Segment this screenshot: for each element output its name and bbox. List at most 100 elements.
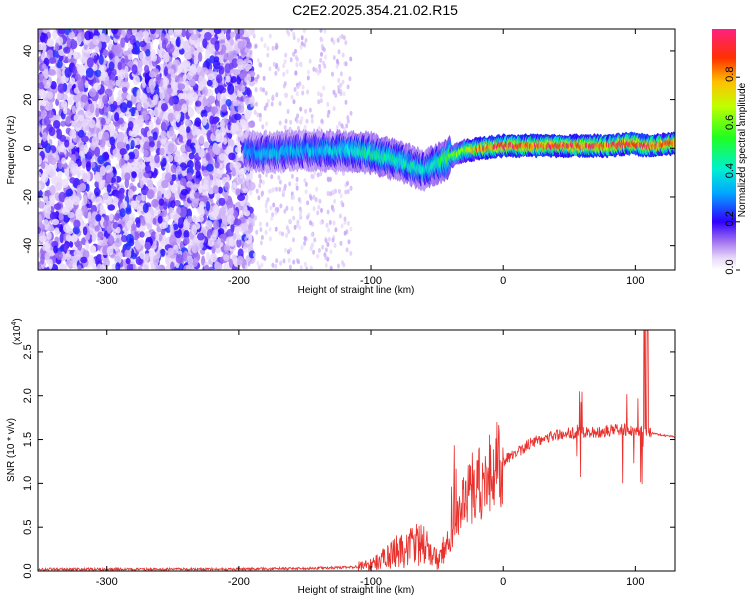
heatmap-cell: [123, 165, 132, 174]
heatmap-cell: [265, 208, 269, 214]
heatmap-cell: [64, 166, 70, 177]
heatmap-cell: [85, 183, 90, 192]
heatmap-cell: [341, 79, 345, 85]
heatmap-cell: [259, 240, 263, 246]
heatmap-cell: [328, 220, 332, 225]
heatmap-cell: [278, 101, 282, 107]
heatmap-cell: [69, 240, 74, 248]
heatmap-cell: [67, 211, 75, 219]
heatmap-cell: [154, 208, 161, 215]
heatmap-cell: [320, 118, 324, 124]
heatmap-cell: [155, 29, 164, 35]
heatmap-cell: [331, 237, 335, 243]
heatmap-cell: [326, 101, 330, 107]
heatmap-cell: [251, 29, 255, 35]
heatmap-cell: [282, 71, 286, 77]
heatmap-cell: [258, 174, 262, 179]
heatmap-cell: [291, 194, 295, 200]
heatmap-cell: [296, 37, 300, 43]
heatmap-cell: [109, 136, 116, 146]
heatmap-cell: [295, 62, 299, 68]
heatmap-cell: [319, 171, 323, 177]
heatmap-cell: [139, 180, 144, 188]
heatmap-cell: [217, 227, 225, 236]
heatmap-cell: [40, 253, 45, 265]
heatmap-cell: [228, 152, 236, 161]
heatmap-cell: [100, 71, 108, 78]
heatmap-cell: [190, 33, 199, 41]
heatmap-cell: [213, 145, 221, 156]
heatmap-cell: [194, 178, 201, 185]
heatmap-cell: [61, 157, 67, 165]
heatmap-cell: [318, 198, 322, 204]
heatmap-cell: [335, 58, 339, 64]
heatmap-cell: [85, 240, 90, 251]
heatmap-cell: [89, 245, 97, 253]
heatmap-cell: [174, 29, 183, 36]
heatmap-cell: [349, 250, 353, 256]
heatmap-cell: [70, 233, 79, 242]
heatmap-cell: [249, 122, 253, 128]
heatmap-cell: [49, 184, 56, 195]
heatmap-cell: [274, 70, 278, 76]
heatmap-cell: [130, 130, 138, 138]
heatmap-cell: [46, 231, 52, 241]
heatmap-cell: [56, 251, 63, 261]
heatmap-cell: [209, 55, 216, 64]
heatmap-cell: [349, 110, 353, 116]
heatmap-cell: [114, 112, 120, 122]
heatmap-cell: [106, 245, 114, 256]
heatmap-cell: [138, 51, 146, 61]
heatmap-cell: [244, 264, 248, 270]
heatmap-cell: [244, 47, 248, 53]
heatmap-cell: [246, 97, 250, 102]
heatmap-cell: [338, 213, 342, 219]
heatmap-cell: [256, 58, 260, 63]
heatmap-cell: [77, 129, 85, 138]
heatmap-cell: [246, 52, 250, 58]
heatmap-cell: [134, 137, 141, 146]
heatmap-cell: [219, 32, 226, 40]
heatmap-cell: [237, 248, 244, 258]
heatmap-cell: [332, 207, 335, 213]
heatmap-cell: [274, 226, 278, 232]
heatmap-cell: [63, 46, 71, 54]
heatmap-cell: [324, 255, 328, 261]
heatmap-cell: [198, 148, 205, 158]
heatmap-cell: [73, 249, 81, 259]
heatmap-cell: [292, 215, 296, 221]
heatmap-cell: [303, 236, 307, 241]
heatmap-cell: [160, 248, 166, 257]
heatmap-cell: [275, 92, 279, 98]
heatmap-cell: [38, 182, 42, 192]
heatmap-cell: [224, 181, 230, 192]
heatmap-cell: [84, 81, 89, 89]
heatmap-cell: [152, 254, 160, 266]
heatmap-cell: [81, 135, 89, 143]
heatmap-cell: [178, 48, 185, 55]
heatmap-cell: [140, 127, 146, 135]
heatmap-cell: [259, 178, 263, 184]
heatmap-cell: [269, 205, 273, 211]
heatmap-cell: [125, 111, 132, 119]
heatmap-cell: [322, 85, 326, 91]
heatmap-cell: [39, 89, 47, 99]
heatmap-cell: [345, 247, 349, 253]
heatmap-cell: [193, 50, 199, 57]
heatmap-cell: [268, 66, 272, 72]
heatmap-cell: [146, 223, 153, 231]
heatmap-cell: [141, 93, 148, 103]
heatmap-cell: [334, 227, 338, 233]
heatmap-cell: [62, 206, 70, 216]
heatmap-cell: [139, 40, 147, 48]
heatmap-cell: [120, 102, 128, 113]
heatmap-cell: [271, 94, 275, 100]
heatmap-cell: [236, 76, 241, 85]
heatmap-cell: [313, 237, 317, 243]
heatmap-cell: [89, 103, 95, 114]
heatmap-cell: [255, 188, 259, 194]
heatmap-cell: [180, 152, 187, 160]
heatmap-cell: [167, 143, 175, 153]
heatmap-cell: [201, 255, 206, 266]
heatmap-cell: [200, 109, 208, 119]
